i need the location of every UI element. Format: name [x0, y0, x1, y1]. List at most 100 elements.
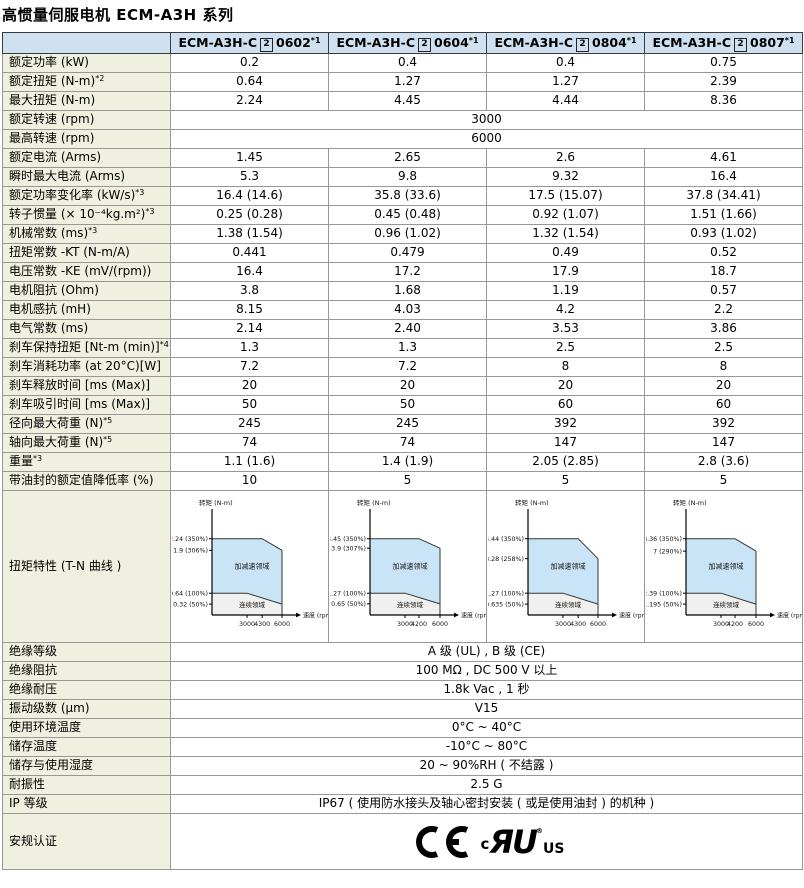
cell-value: 5.3: [170, 167, 329, 187]
row-label-text: 机械常数 (ms): [9, 226, 89, 241]
cell-value: 1.51 (1.66): [644, 205, 803, 225]
cell-value-text: 16.4: [710, 169, 737, 184]
cell-value-text: 2.05 (2.85): [532, 454, 599, 469]
table-row: 安规认证 c ЯU ® US: [2, 813, 803, 870]
cell-value: 1.32 (1.54): [486, 224, 645, 244]
table-row: 径向最大荷重 (N)*5 245 245 392 392: [2, 414, 803, 434]
row-label: 最大扭矩 (N-m): [2, 91, 171, 111]
row-label-text: 电机阻抗 (Ohm): [9, 283, 99, 298]
row-label-text: 额定功率变化率 (kW/s): [9, 188, 136, 203]
cell-value: 1.1 (1.6): [170, 452, 329, 472]
cell-value: 2.5 G: [470, 777, 503, 792]
row-label-text: 使用环境温度: [9, 720, 82, 735]
cell-value: 4.61: [644, 148, 803, 168]
cell-value: 2.65: [328, 148, 487, 168]
row-label-text: 轴向最大荷重 (N): [9, 435, 104, 450]
cell-value-text: 0.441: [232, 245, 267, 260]
table-row: 轴向最大荷重 (N)*5 74 74 147 147: [2, 433, 803, 453]
model-prefix: ECM-A3H-C: [652, 34, 731, 50]
cell-value: 50: [170, 395, 329, 415]
cell-value: 3000: [471, 112, 502, 127]
table-row: 电压常数 -KE (mV/(rpm)) 16.4 17.2 17.9 18.7: [2, 262, 803, 282]
table-row: IP 等级 IP67 ( 使用防水接头及轴心密封安装 ( 或是使用油封 ) 的机种…: [2, 794, 803, 814]
cell-value: 17.9: [486, 262, 645, 282]
cell-value: 8.36: [644, 91, 803, 111]
model-header-0807: ECM-A3H-C 2 0807*1: [644, 32, 803, 54]
cell-value: 2.5: [486, 338, 645, 358]
row-label-text: 振动级数 (μm): [9, 701, 90, 716]
cell-value-text: 5: [403, 473, 412, 488]
svg-text:速度 (rpm): 速度 (rpm): [777, 611, 802, 619]
table-row: 额定扭矩 (N-m)*2 0.64 1.27 1.27 2.39: [2, 72, 803, 92]
svg-text:连续领域: 连续领域: [713, 600, 740, 609]
cell-value: 9.32: [486, 167, 645, 187]
svg-text:转矩 (N-m): 转矩 (N-m): [673, 498, 707, 507]
cell-value-text: 1.19: [552, 283, 579, 298]
cell-value-text: 2.5: [555, 340, 576, 355]
frame-size-box: 2: [734, 37, 747, 52]
row-label: 绝缘耐压: [2, 680, 171, 700]
model-header-0804: ECM-A3H-C 2 0804*1: [486, 32, 645, 54]
svg-text:6000: 6000: [431, 621, 447, 628]
table-row: 储存温度 -10°C ~ 80°C: [2, 737, 803, 757]
cell-value: 0.75: [644, 53, 803, 73]
cell-value-text: 392: [554, 416, 577, 431]
cell-value: -10°C ~ 80°C: [445, 739, 528, 754]
table-row: 电机阻抗 (Ohm) 3.8 1.68 1.19 0.57: [2, 281, 803, 301]
table-row: 额定电流 (Arms) 1.45 2.65 2.6 4.61: [2, 148, 803, 168]
table-row: 额定功率 (kW) 0.2 0.4 0.4 0.75: [2, 53, 803, 73]
svg-text:3.9 (307%): 3.9 (307%): [331, 545, 366, 552]
cell-value-text: 392: [712, 416, 735, 431]
cul-us-mark-icon: c ЯU ® US: [480, 822, 565, 861]
row-label-text: 额定电流 (Arms): [9, 150, 102, 165]
table-row: 重量*3 1.1 (1.6) 1.4 (1.9) 2.05 (2.85) 2.8 (3.…: [2, 452, 803, 472]
cell-value: 0.25 (0.28): [170, 205, 329, 225]
cell-value: 8.15: [170, 300, 329, 320]
table-row: 额定功率变化率 (kW/s)*3 16.4 (14.6) 35.8 (33.6) 17…: [2, 186, 803, 206]
ce-mark-icon: [415, 825, 468, 858]
svg-text:连续领域: 连续领域: [555, 600, 582, 609]
row-footnote: *5: [103, 416, 113, 426]
cell-value: 18.7: [644, 262, 803, 282]
cell-value: 0.4: [486, 53, 645, 73]
cell-value-text: 5.3: [239, 169, 260, 184]
cell-value-text: 18.7: [710, 264, 737, 279]
cell-value: 100 MΩ , DC 500 V 以上: [415, 663, 558, 678]
svg-text:3.28 (258%): 3.28 (258%): [488, 555, 524, 562]
table-row: 机械常数 (ms)*3 1.38 (1.54) 0.96 (1.02) 1.32 (1…: [2, 224, 803, 244]
certification-marks: c ЯU ® US: [174, 824, 799, 860]
table-row: 绝缘耐压 1.8k Vac , 1 秒: [2, 680, 803, 700]
cell-value: 60: [644, 395, 803, 415]
model-prefix: ECM-A3H-C: [336, 34, 415, 50]
model-header-0602: ECM-A3H-C 2 0602*1: [170, 32, 329, 54]
cell-value-text: 4.61: [710, 150, 737, 165]
cell-value-text: 1.51 (1.66): [690, 207, 757, 222]
row-label-text: 扭矩特性 (T-N 曲线 ): [9, 558, 122, 573]
cell-value: 147: [486, 433, 645, 453]
cell-value-text: 2.2: [713, 302, 734, 317]
cell-value: 0.57: [644, 281, 803, 301]
row-label-text: 储存温度: [9, 739, 58, 754]
header-row: ECM-A3H-C 2 0602*1 ECM-A3H-C 2 0604*1 ECM-A3H-…: [2, 32, 803, 54]
svg-text:3000: 3000: [238, 621, 254, 628]
row-label: 扭矩特性 (T-N 曲线 ): [2, 490, 171, 643]
svg-text:4200: 4200: [410, 621, 426, 628]
cell-value-text: 16.4: [236, 264, 263, 279]
row-label-text: 刹车保持扭矩 [Nt-m (min)]: [9, 340, 160, 355]
row-label: 轴向最大荷重 (N)*5: [2, 433, 171, 453]
row-label-text: 绝缘耐压: [9, 682, 58, 697]
svg-text:转矩 (N-m): 转矩 (N-m): [515, 498, 549, 507]
row-label: 刹车保持扭矩 [Nt-m (min)]*4: [2, 338, 171, 358]
cell-value: 74: [170, 433, 329, 453]
cell-value-text: 1.45: [236, 150, 263, 165]
row-label: 使用环境温度: [2, 718, 171, 738]
table-row: 最高转速 (rpm) 6000: [2, 129, 803, 149]
row-footnote: *3: [33, 454, 43, 464]
merged-value-cell: 100 MΩ , DC 500 V 以上: [170, 661, 803, 681]
cell-value: 37.8 (34.41): [644, 186, 803, 206]
row-label-text: 瞬时最大电流 (Arms): [9, 169, 126, 184]
model-code: 0807: [750, 34, 785, 50]
table-row: 扭矩常数 -KT (N-m/A) 0.441 0.479 0.49 0.52: [2, 243, 803, 263]
row-label: 刹车吸引时间 [ms (Max)]: [2, 395, 171, 415]
svg-text:3000: 3000: [554, 621, 570, 628]
